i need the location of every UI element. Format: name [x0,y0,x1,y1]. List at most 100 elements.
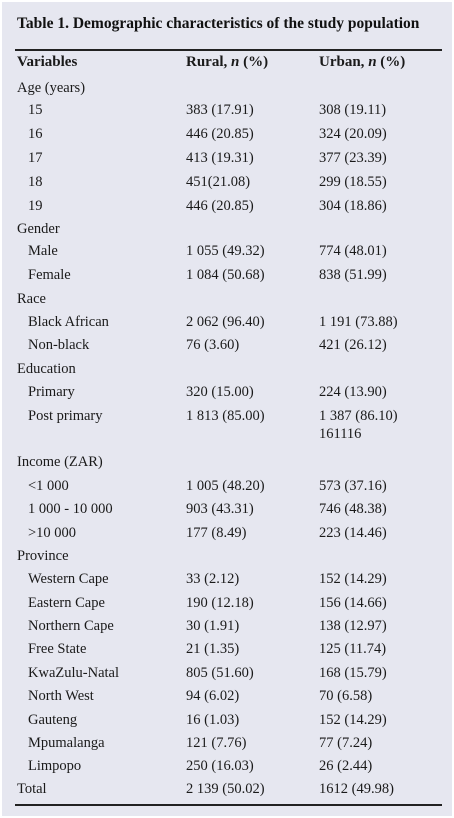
section-label: Race [17,291,46,307]
row-label: Non-black [28,337,90,353]
rural-value: 1 813 (85.00) [186,408,265,424]
header-rural-label: Rural, [186,54,231,70]
rural-value: 250 (16.03) [186,758,254,774]
urban-value: 77 (7.24) [319,735,373,751]
table-row: Eastern Cape 190 (12.18) 156 (14.66) [2,595,452,617]
row-label: Female [28,267,71,283]
header-rural: Rural, n (%) [186,54,268,71]
row-label: Post primary [28,408,103,424]
row-label: 1 000 - 10 000 [28,501,113,517]
row-label: 17 [28,150,43,166]
row-label: 15 [28,102,43,118]
rural-value: 21 (1.35) [186,641,240,657]
table-row: Income (ZAR) [2,454,452,476]
section-label: Province [17,548,69,564]
table-row: Northern Cape 30 (1.91) 138 (12.97) [2,618,452,640]
rural-value: 1 005 (48.20) [186,478,265,494]
section-label: Education [17,361,76,377]
rural-value: 16 (1.03) [186,712,240,728]
rural-value: 1 084 (50.68) [186,267,265,283]
row-label: >10 000 [28,525,77,541]
row-label: Free State [28,641,87,657]
row-label: Limpopo [28,758,82,774]
rural-value: 320 (15.00) [186,384,254,400]
rural-value: 121 (7.76) [186,735,247,751]
rural-value: 190 (12.18) [186,595,254,611]
row-label: 16 [28,126,43,142]
rural-value: 903 (43.31) [186,501,254,517]
header-top-rule [15,49,442,51]
header-rural-pct: (%) [239,54,269,70]
urban-value: 125 (11.74) [319,641,387,657]
table-title: Table 1. Demographic characteristics of … [17,15,420,32]
header-urban-pct: (%) [376,54,406,70]
row-label: 19 [28,198,43,214]
urban-value: 304 (18.86) [319,198,387,214]
rural-value: 76 (3.60) [186,337,240,353]
rural-value: 94 (6.02) [186,688,240,704]
table-row: Mpumalanga 121 (7.76) 77 (7.24) [2,735,452,757]
urban-value: 308 (19.11) [319,102,387,118]
table-bottom-rule [15,804,442,806]
rural-value: 413 (19.31) [186,150,254,166]
rural-value: 33 (2.12) [186,571,240,587]
table-row: Western Cape 33 (2.12) 152 (14.29) [2,571,452,593]
rural-value: 383 (17.91) [186,102,254,118]
table-row: North West 94 (6.02) 70 (6.58) [2,688,452,710]
table-row: Post primary 1 813 (85.00) 1 387 (86.10) [2,408,452,430]
row-label: Western Cape [28,571,109,587]
urban-value: 70 (6.58) [319,688,373,704]
rural-value: 446 (20.85) [186,126,254,142]
table-row: 17 413 (19.31) 377 (23.39) [2,150,452,172]
table-row: Total 2 139 (50.02) 1612 (49.98) [2,781,452,803]
row-label: <1 000 [28,478,69,494]
table-row: 16 446 (20.85) 324 (20.09) [2,126,452,148]
rural-value: 446 (20.85) [186,198,254,214]
section-label: Income (ZAR) [17,454,103,470]
urban-value: 26 (2.44) [319,758,373,774]
urban-value: 774 (48.01) [319,243,387,259]
table-row: 1 000 - 10 000 903 (43.31) 746 (48.38) [2,501,452,523]
urban-value: 1 191 (73.88) [319,314,398,330]
rural-value: 451(21.08) [186,174,251,190]
table-row: Province [2,548,452,570]
section-label: Age (years) [17,80,86,96]
urban-value: 1 387 (86.10) [319,408,398,424]
table-row: Non-black 76 (3.60) 421 (26.12) [2,337,452,359]
urban-value: 223 (14.46) [319,525,387,541]
table-row: Free State 21 (1.35) 125 (11.74) [2,641,452,663]
row-label: Mpumalanga [28,735,105,751]
header-variables: Variables [17,54,78,70]
table-row: >10 000 177 (8.49) 223 (14.46) [2,525,452,547]
table-row: KwaZulu-Natal 805 (51.60) 168 (15.79) [2,665,452,687]
urban-value: 224 (13.90) [319,384,387,400]
row-label: 18 [28,174,43,190]
table-row: Race [2,291,452,313]
header-urban: Urban, n (%) [319,54,405,71]
urban-value: 324 (20.09) [319,126,387,142]
header-urban-label: Urban, [319,54,369,70]
table-row: Black African 2 062 (96.40) 1 191 (73.88) [2,314,452,336]
row-label: Northern Cape [28,618,114,634]
table-row: Primary 320 (15.00) 224 (13.90) [2,384,452,406]
row-label: Gauteng [28,712,78,728]
urban-value: 421 (26.12) [319,337,387,353]
header-urban-n: n [368,54,377,70]
table-row: Gender [2,221,452,243]
table-row: Limpopo 250 (16.03) 26 (2.44) [2,758,452,780]
urban-value: 377 (23.39) [319,150,387,166]
row-label: Primary [28,384,75,400]
rural-value: 2 062 (96.40) [186,314,265,330]
row-label: Black African [28,314,109,330]
section-label: Gender [17,221,60,237]
table-row: Education [2,361,452,383]
urban-value: 156 (14.66) [319,595,387,611]
rural-value: 30 (1.91) [186,618,240,634]
table-row: Gauteng 16 (1.03) 152 (14.29) [2,712,452,734]
urban-value: 573 (37.16) [319,478,387,494]
table-row: <1 000 1 005 (48.20) 573 (37.16) [2,478,452,500]
urban-value: 1612 (49.98) [319,781,394,797]
row-label: KwaZulu-Natal [28,665,119,681]
rural-value: 805 (51.60) [186,665,254,681]
